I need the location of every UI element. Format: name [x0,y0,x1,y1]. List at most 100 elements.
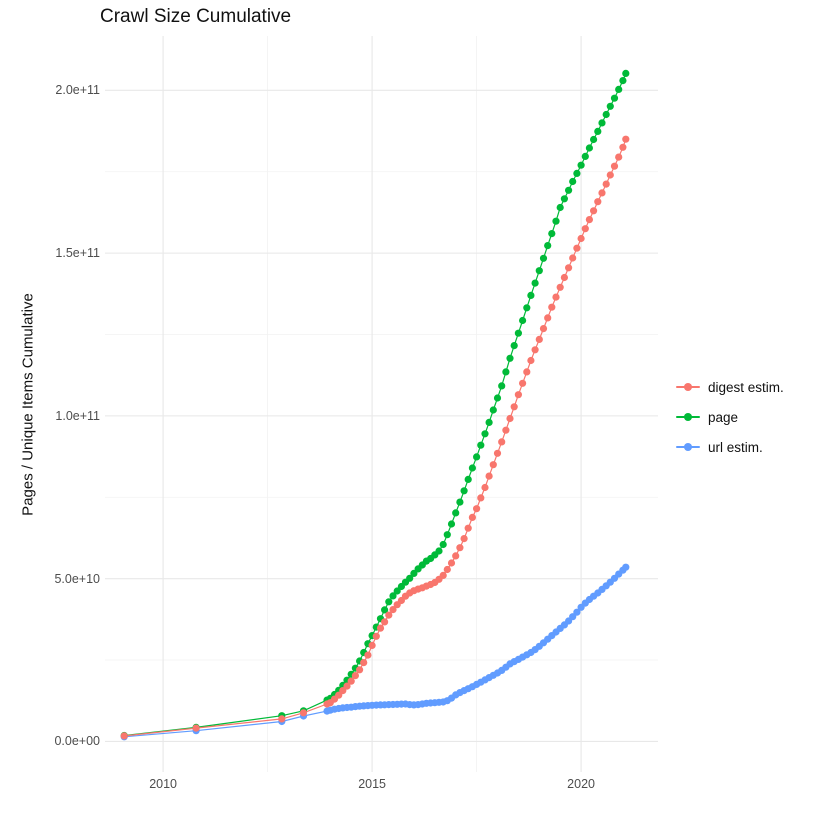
data-point [523,368,531,376]
data-point [498,382,506,390]
data-point [556,203,564,212]
data-point [473,453,481,461]
data-point [585,144,594,152]
data-point [460,535,468,543]
legend-key-icon [676,379,700,395]
data-point [569,613,577,621]
x-tick-label: 2015 [358,777,386,791]
data-point [481,483,489,492]
data-point [510,403,518,411]
data-point [456,544,464,552]
data-point [610,162,619,170]
chart-title: Crawl Size Cumulative [100,6,292,27]
data-point [514,391,523,399]
data-point [439,571,447,580]
x-tick-label: 2020 [567,777,595,791]
data-point [581,152,589,160]
data-point [544,314,552,322]
data-point [565,264,573,272]
legend-label: page [708,409,739,425]
data-point [192,724,200,732]
legend-dot-icon [684,413,692,421]
data-point [376,624,385,632]
data-point [343,682,351,690]
data-point [485,418,493,426]
data-point [548,303,556,311]
data-point [498,438,506,446]
y-tick-label: 0.0e+00 [54,734,100,749]
data-point [531,279,539,287]
data-point [573,244,581,252]
y-tick-label: 1.5e+11 [55,246,100,261]
data-point [552,217,560,225]
data-point [364,651,372,659]
data-point [606,102,614,110]
data-point [360,659,368,667]
data-point [602,180,610,188]
data-point [615,153,623,161]
data-point [489,461,497,469]
data-point [406,574,414,582]
data-point [493,394,502,402]
data-point [523,304,531,312]
data-point [347,677,355,685]
legend-item-page: page [676,407,784,427]
data-point [606,171,614,179]
x-tick-label: 2010 [149,777,177,791]
data-point [552,293,560,301]
data-point [610,94,619,102]
data-point [464,524,472,532]
data-point [493,449,502,457]
data-point [435,547,443,555]
data-point [339,687,347,695]
data-point [590,207,598,215]
data-point [619,77,627,85]
data-point [573,608,581,616]
data-point [602,110,610,119]
legend: digest estim. page url estim. [676,377,784,457]
legend-key-icon [676,409,700,425]
data-point [622,69,630,77]
data-point [519,379,527,387]
data-point [569,177,577,186]
data-point [477,441,485,449]
data-point [385,611,393,619]
data-point [535,335,543,343]
data-point [372,632,380,640]
data-point [573,169,581,177]
legend-label: url estim. [708,439,763,455]
series-line-url-estim- [124,566,627,738]
data-point [506,414,514,423]
data-point [381,618,389,626]
legend-dot-icon [684,383,692,391]
data-point [622,135,630,143]
data-point [452,552,460,560]
data-point [569,254,577,262]
data-point [539,325,548,333]
data-point [519,316,527,325]
data-point [460,487,468,495]
data-point [389,592,397,600]
data-point [447,520,456,528]
data-point [615,85,623,93]
data-point [368,641,376,650]
y-axis-title: Pages / Unique Items Cumulative [19,293,37,516]
legend-dot-icon [684,443,692,451]
data-point [544,242,552,250]
legend-label: digest estim. [708,379,784,395]
data-point [514,329,523,337]
data-point [598,119,606,127]
y-tick-label: 5.0e+10 [54,571,100,586]
data-point [598,189,606,197]
data-point [622,563,630,571]
data-point [393,587,401,595]
data-point [535,267,543,275]
data-point [556,283,564,291]
data-point [468,464,476,472]
data-point [527,356,535,365]
data-point [594,198,602,206]
data-point [531,346,539,354]
data-point [577,234,585,243]
data-point [548,230,556,238]
